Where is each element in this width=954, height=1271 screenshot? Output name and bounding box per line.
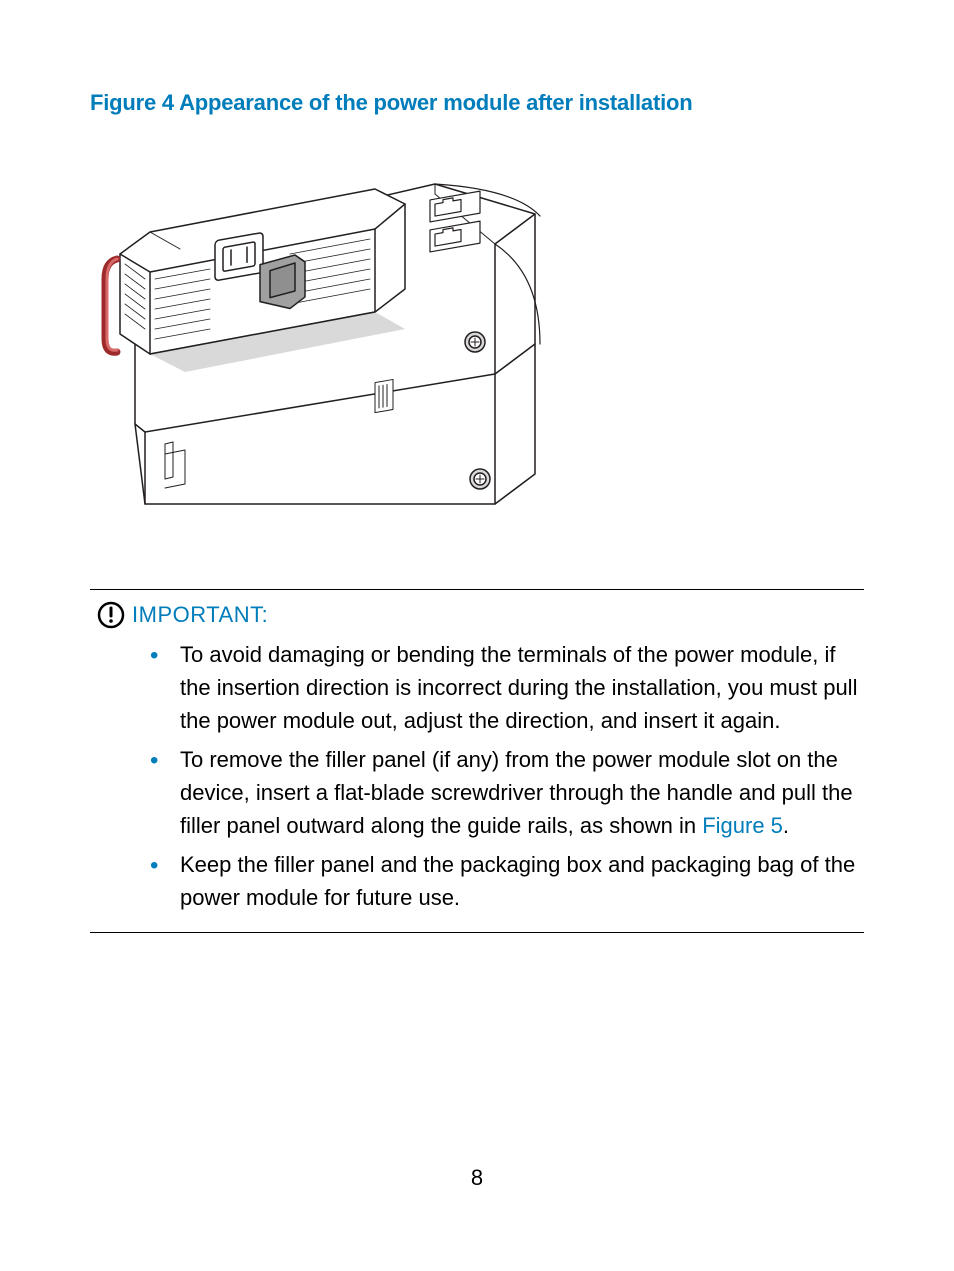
list-item: To avoid damaging or bending the termina… [150, 638, 864, 737]
important-note-box: IMPORTANT: To avoid damaging or bending … [90, 589, 864, 933]
list-item: To remove the filler panel (if any) from… [150, 743, 864, 842]
important-icon [96, 600, 126, 630]
figure-5-link[interactable]: Figure 5 [702, 813, 783, 838]
figure-caption: Figure 4 Appearance of the power module … [90, 90, 864, 116]
important-list: To avoid damaging or bending the termina… [90, 638, 864, 914]
important-label: IMPORTANT: [132, 602, 268, 628]
list-item: Keep the filler panel and the packaging … [150, 848, 864, 914]
page-number: 8 [0, 1165, 954, 1191]
figure-illustration [95, 144, 864, 549]
